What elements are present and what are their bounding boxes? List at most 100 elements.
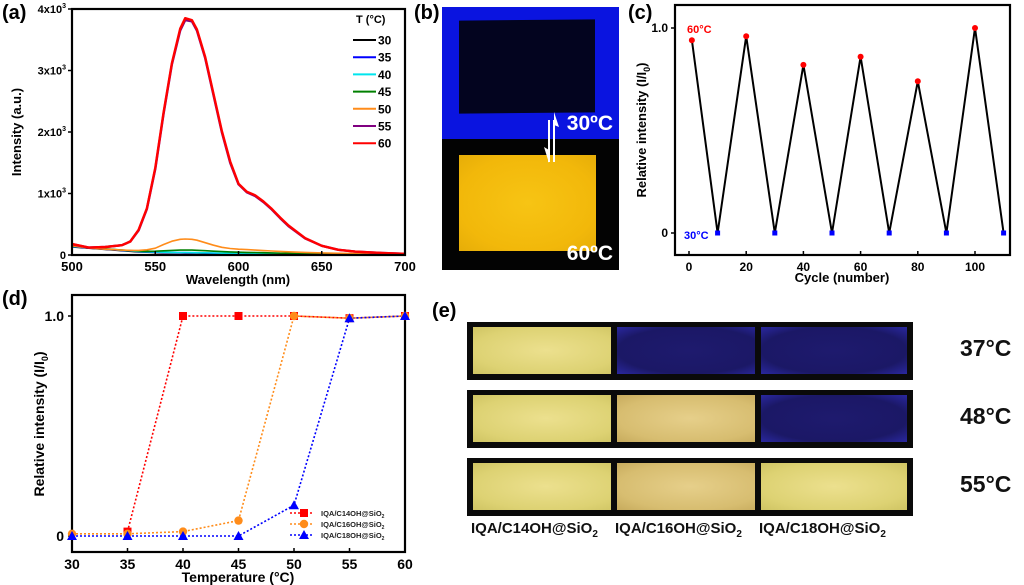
x-tick-label-d: 35 [120,556,136,572]
y-axis-label-d: Relative intensity (I/I0) [31,351,50,496]
y-tick-label-a: 2x103 [38,126,66,139]
legend-label-a: 40 [378,68,392,82]
legend-label-d: IQA/C14OH@SiO2 [321,509,385,520]
sample-photo [467,458,625,516]
cycle-line [690,27,1005,234]
emissive-sample [473,395,619,442]
legend-marker-d [300,509,308,517]
low-temp-point [886,230,892,236]
x-tick-label-a: 500 [61,259,83,274]
y-tick-label-c: 1.0 [651,21,668,35]
y-tick-label-d: 1.0 [45,308,65,324]
x-tick-label-c: 40 [797,260,811,274]
series-line-50 [71,238,406,256]
legend-a: T (°C) 30 35 40 45 50 55 60 [353,14,392,151]
sample-photo [755,322,913,380]
temperature-label-30c: 30ºC [566,112,613,135]
x-axis-label-a: Wavelength (nm) [186,272,290,287]
high-temp-point [914,78,921,85]
x-tick-label-d: 50 [286,556,302,572]
high-temp-point [800,61,807,68]
low-temp-point [1001,230,1007,236]
panel-label-e: (e) [432,300,457,322]
low-temp-point [715,230,721,236]
x-axis-label-c: Cycle (number) [795,270,890,285]
series-line-30 [71,246,405,256]
low-temp-point [829,230,835,236]
sample-at-60c [459,155,596,251]
data-point-triangle [178,531,188,540]
x-tick-label-d: 45 [231,556,247,572]
thermochromic-photo: 30ºC 60ºC [442,7,619,270]
emissive-sample [473,327,619,374]
sample-photo [611,458,769,516]
legend-marker-d [299,519,309,529]
legend-label-a: 35 [378,51,392,65]
data-point-square [123,527,132,536]
y-tick-label-a: 0 [60,250,66,262]
high-temp-point [743,33,750,40]
data-point-circle [178,527,188,536]
panel-label-a: (a) [2,2,27,24]
y-tick-label-a: 4x103 [38,3,66,16]
quenched-sample [617,327,763,374]
legend-d: IQA/C14OH@SiO2IQA/C16OH@SiO2IQA/C18OH@Si… [290,509,385,542]
data-point-circle [67,529,77,538]
x-tick-label-c: 0 [686,260,693,274]
legend-label-a: 50 [378,102,392,116]
annotation-60c: 60°C [687,24,712,36]
data-point-circle [400,311,410,321]
x-axis-label-d: Temperature (°C) [182,569,295,585]
quenched-sample [761,395,907,442]
data-point-triangle [233,531,244,540]
column-sample-label: IQA/C14OH@SiO2 [471,520,598,540]
series-line-triangle [72,315,406,537]
data-point-triangle [67,531,77,540]
panel-label-d: (d) [2,288,28,310]
spectra-series-group [71,17,406,256]
data-point-square [401,312,409,320]
x-tick-label-c: 80 [911,260,925,274]
column-sample-label: IQA/C18OH@SiO2 [759,520,886,540]
y-tick-label-c: 0 [661,226,668,240]
high-temp-point [688,37,695,44]
sample-photo [755,458,913,516]
row-temperature-label: 48°C [960,403,1012,429]
reversible-arrows-icon [544,112,559,163]
emissive-sample [761,463,907,510]
legend-label-a: 30 [378,34,392,48]
quenched-sample [761,327,907,374]
data-point-triangle [344,313,355,323]
x-tick-label-a: 650 [311,259,333,274]
y-tick-label-d: 0 [56,528,64,544]
series-line-square [126,315,406,532]
x-tick-label-a: 600 [228,259,250,274]
data-point-square [290,312,298,320]
annotation-30c: 30°C [684,230,709,242]
high-temp-point [857,53,864,60]
legend-marker-d [299,530,309,539]
data-point-circle [123,529,132,538]
data-point-circle [289,311,299,321]
y-axis-label-a: Intensity (a.u.) [9,88,24,176]
y-tick-label-a: 3x103 [38,65,66,78]
data-point-circle [234,516,243,525]
legend-label-a: 55 [378,120,392,134]
series-line-60 [71,17,406,255]
x-tick-label-c: 60 [854,260,868,274]
legend-label-a: 60 [378,137,392,151]
series-line-45 [71,245,406,256]
x-tick-label-d: 55 [342,556,358,572]
data-point-square [179,312,187,320]
data-point-square [345,314,354,323]
plot-frame-c [673,3,1012,257]
plot-frame-a [70,7,407,257]
x-tick-label-c: 20 [740,260,754,274]
sample-photo [755,390,913,448]
low-temp-point [772,230,778,236]
series-line-circle [72,315,406,535]
legend-title-a: T (°C) [356,14,386,26]
row-temperature-label: 55°C [960,471,1012,497]
x-tick-label-a: 550 [144,259,166,274]
data-point-triangle [289,500,299,510]
